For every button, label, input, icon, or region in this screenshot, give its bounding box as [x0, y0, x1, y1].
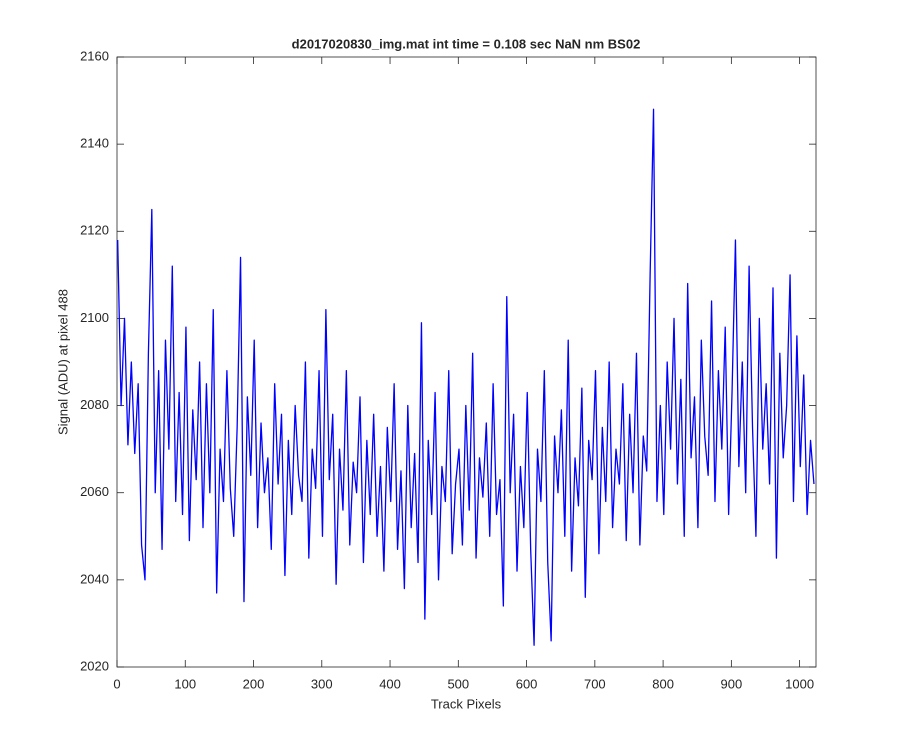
y-tick-label: 2100 — [80, 310, 109, 325]
data-line — [117, 108, 815, 646]
x-tick-label: 600 — [516, 676, 538, 691]
y-tick-label: 2060 — [80, 484, 109, 499]
y-tick-label: 2080 — [80, 397, 109, 412]
y-axis-label: Signal (ADU) at pixel 488 — [55, 289, 70, 435]
x-tick-label: 1000 — [785, 676, 814, 691]
x-tick-label: 300 — [311, 676, 333, 691]
y-tick-label: 2120 — [80, 223, 109, 238]
y-tick-label: 2020 — [80, 658, 109, 673]
x-tick-label: 500 — [447, 676, 469, 691]
x-tick-label: 700 — [584, 676, 606, 691]
chart-title: d2017020830_img.mat int time = 0.108 sec… — [292, 36, 641, 51]
x-tick-label: 900 — [721, 676, 743, 691]
x-tick-label: 200 — [243, 676, 265, 691]
x-tick-label: 800 — [652, 676, 674, 691]
y-tick-label: 2160 — [80, 48, 109, 63]
x-tick-label: 400 — [379, 676, 401, 691]
plot-box — [116, 56, 817, 668]
x-axis-label: Track Pixels — [431, 696, 502, 711]
y-tick-label: 2040 — [80, 571, 109, 586]
x-tick-label: 0 — [113, 676, 120, 691]
x-tick-label: 100 — [174, 676, 196, 691]
y-tick-label: 2140 — [80, 136, 109, 151]
